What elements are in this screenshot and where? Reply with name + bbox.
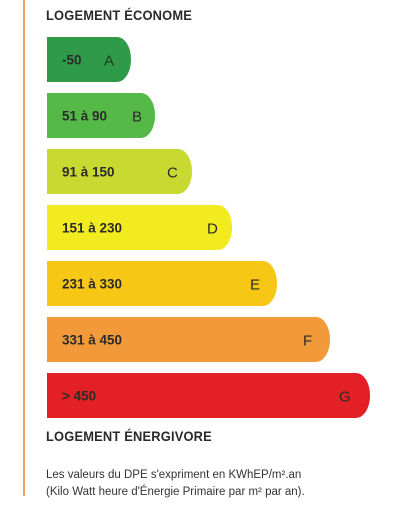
energy-bar-g: > 450 G — [47, 373, 370, 418]
energy-bar-a-letter: A — [104, 51, 115, 69]
energy-bar-c: 91 à 150 C — [47, 149, 192, 194]
energy-bar-e-letter: E — [250, 275, 261, 293]
energy-bar-g-letter: G — [339, 387, 351, 405]
energy-bar-b-letter: B — [132, 107, 143, 125]
energy-bar-g-range: > 450 — [62, 388, 97, 403]
energy-bar-e: 231 à 330 E — [47, 261, 277, 306]
heading-logement-energivore: LOGEMENT ÉNERGIVORE — [46, 428, 212, 444]
dpe-units-note-line1: Les valeurs du DPE s'expriment en KWhEP/… — [46, 469, 302, 481]
energy-class-scale: -50 A 51 à 90 B 91 à 150 C 151 à 230 D 2… — [47, 37, 377, 418]
energy-bar-d-letter: D — [207, 219, 218, 237]
left-accent-rule — [23, 0, 25, 496]
energy-bar-c-letter: C — [167, 163, 178, 181]
energy-bar-e-range: 231 à 330 — [62, 276, 123, 291]
energy-bar-f-range: 331 à 450 — [62, 332, 123, 347]
energy-bar-d-range: 151 à 230 — [62, 220, 123, 235]
energy-bar-c-range: 91 à 150 — [62, 164, 115, 179]
dpe-units-note-line2: (Kilo Watt heure d'Énergie Primaire par … — [46, 486, 305, 498]
dpe-units-note: Les valeurs du DPE s'expriment en KWhEP/… — [46, 467, 386, 501]
energy-bar-a-range: -50 — [62, 52, 82, 67]
energy-bar-f: 331 à 450 F — [47, 317, 330, 362]
energy-bar-d: 151 à 230 D — [47, 205, 232, 250]
energy-bar-a: -50 A — [47, 37, 131, 82]
heading-logement-econome: LOGEMENT ÉCONOME — [46, 7, 193, 23]
energy-bar-f-letter: F — [303, 331, 313, 349]
energy-bar-b: 51 à 90 B — [47, 93, 155, 138]
energy-bar-b-range: 51 à 90 — [62, 108, 108, 123]
